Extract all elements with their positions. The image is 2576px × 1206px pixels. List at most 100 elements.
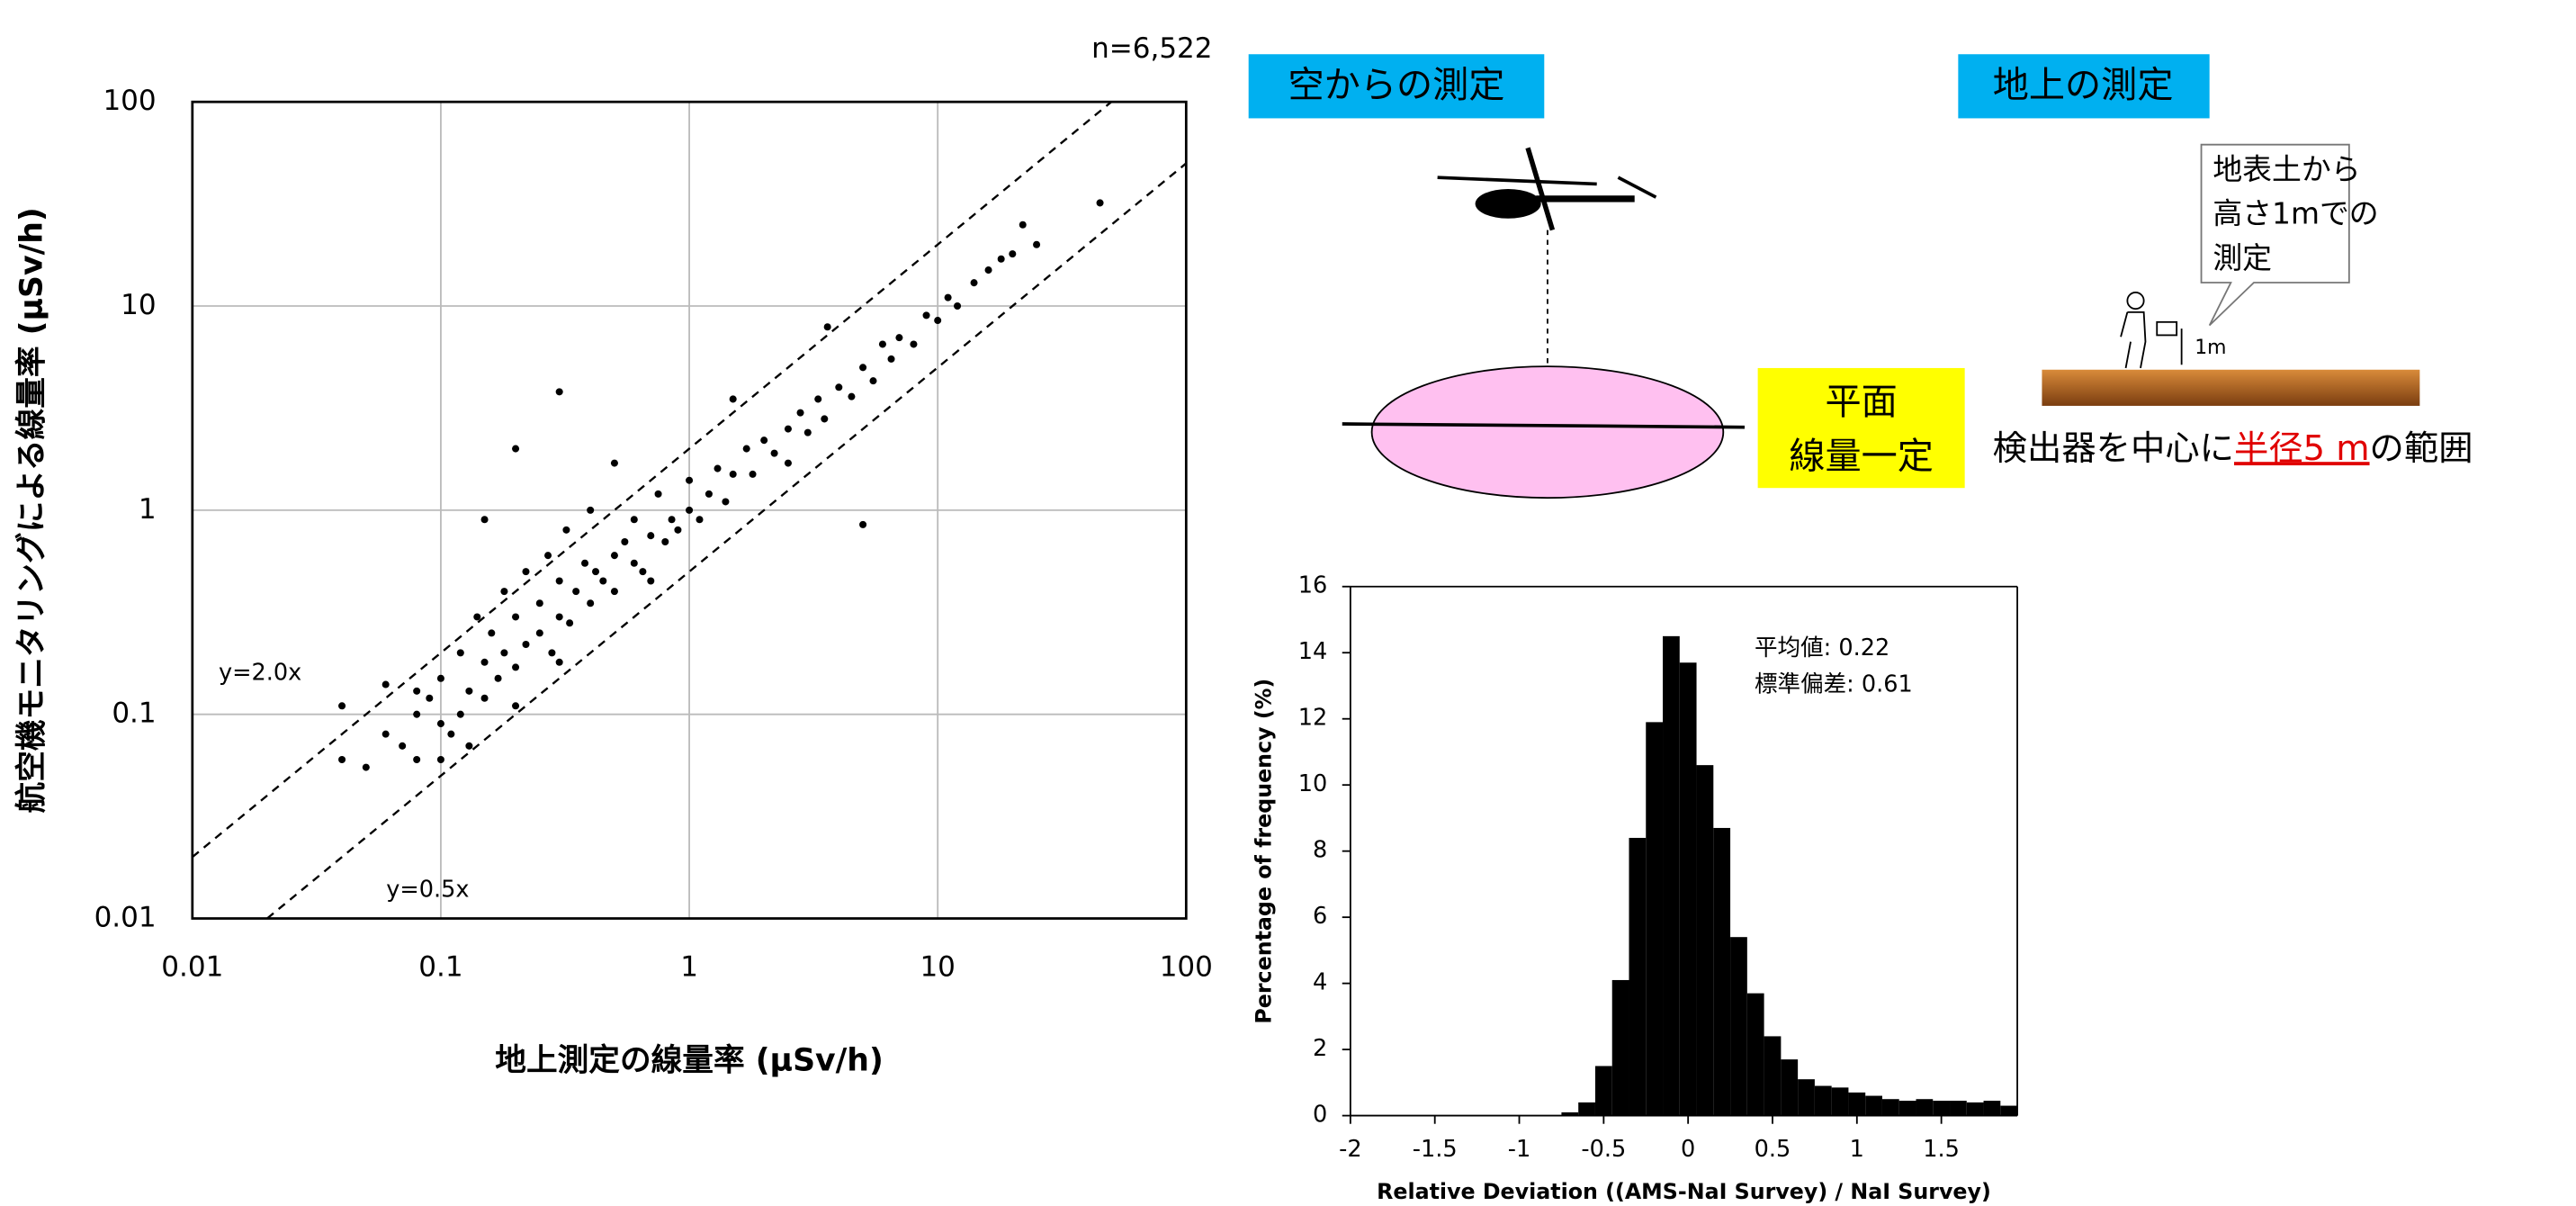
x-tick-label: -0.5: [1581, 1136, 1626, 1163]
bar: [1865, 1095, 1882, 1116]
point: [630, 559, 638, 567]
y-tick-label: 6: [1313, 903, 1327, 930]
bar: [1814, 1085, 1832, 1116]
annotation: 標準偏差: 0.61: [1755, 670, 1913, 698]
x-tick-label: 1: [1850, 1136, 1864, 1163]
point: [456, 649, 464, 657]
y-axis-title: 航空機モニタリングによる線量率 (μSv/h): [13, 207, 50, 813]
point: [823, 323, 831, 331]
point: [729, 395, 737, 403]
air-label-box: [1248, 54, 1545, 119]
x-tick-label: 0.1: [418, 950, 462, 983]
point: [572, 588, 580, 596]
x-axis-title: Relative Deviation ((AMS-NaI Survey) / N…: [1377, 1179, 1991, 1204]
y-axis-title: Percentage of frequency (%): [1251, 679, 1276, 1024]
point: [760, 436, 768, 445]
point: [512, 445, 520, 453]
point: [488, 629, 496, 637]
point: [535, 599, 543, 608]
reference-label: y=0.5x: [386, 876, 469, 903]
point: [654, 490, 662, 498]
callout: [2200, 143, 2350, 327]
ground-label-box: [1958, 54, 2210, 119]
point: [413, 687, 421, 695]
point: [480, 694, 489, 702]
point: [821, 415, 829, 423]
y-tick-label: 10: [1298, 770, 1328, 797]
point: [480, 516, 489, 524]
y-tick-label: 14: [1298, 638, 1328, 665]
bar: [1848, 1092, 1866, 1116]
point: [714, 464, 722, 472]
note-line: 線量一定: [1789, 436, 1934, 477]
x-tick-label: 0.5: [1755, 1136, 1791, 1163]
point: [859, 520, 867, 528]
point: [878, 340, 886, 348]
reference-line: [266, 162, 1188, 920]
bar: [1730, 937, 1747, 1116]
point: [599, 577, 607, 585]
point: [555, 658, 563, 666]
point: [500, 649, 508, 657]
point: [555, 577, 563, 585]
point: [399, 742, 407, 750]
point: [562, 526, 570, 534]
bar: [1578, 1102, 1595, 1116]
point: [770, 449, 778, 457]
bar: [1916, 1099, 1934, 1116]
bar: [1881, 1099, 1899, 1116]
point: [944, 293, 952, 302]
point: [436, 720, 444, 728]
x-tick-label: -2: [1339, 1136, 1361, 1163]
bar: [1561, 1112, 1579, 1116]
point: [674, 526, 682, 534]
point: [922, 311, 930, 320]
point: [696, 516, 704, 524]
point: [494, 674, 502, 682]
point: [587, 599, 595, 608]
y-tick-label: 0: [1313, 1102, 1327, 1129]
point: [512, 702, 520, 710]
annotation: 平均値: 0.22: [1755, 634, 1889, 662]
x-axis-title: 地上測定の線量率 (μSv/h): [495, 1042, 884, 1078]
x-tick-label: 1.5: [1923, 1136, 1960, 1163]
point: [413, 755, 421, 764]
point: [522, 640, 530, 649]
point: [639, 568, 647, 576]
soil: [2042, 369, 2420, 406]
point: [500, 588, 508, 596]
point: [436, 755, 444, 764]
y-tick-label: 12: [1298, 705, 1328, 732]
point: [581, 559, 589, 567]
point: [784, 425, 792, 433]
point: [566, 619, 574, 627]
point: [742, 445, 750, 453]
x-tick-label: 0.01: [161, 950, 223, 983]
point: [535, 629, 543, 637]
point: [1019, 220, 1027, 229]
point: [647, 532, 655, 540]
point: [859, 364, 867, 372]
sample-count: n=6,522: [1091, 32, 1212, 65]
point: [814, 395, 822, 403]
x-tick-label: -1.5: [1413, 1136, 1458, 1163]
point: [610, 459, 618, 467]
y-tick-label: 2: [1313, 1035, 1327, 1062]
callout-text: 地表土から: [2212, 151, 2360, 186]
callout-text: 高さ1mでの: [2212, 196, 2378, 231]
point: [722, 498, 730, 506]
point: [686, 476, 694, 484]
point: [447, 730, 455, 738]
y-tick-label: 0.01: [94, 902, 157, 934]
point: [796, 409, 804, 417]
point: [610, 552, 618, 560]
point: [381, 730, 390, 738]
bar: [1696, 765, 1714, 1116]
bar: [1933, 1101, 1951, 1116]
point: [887, 355, 895, 363]
x-tick-label: 0: [1681, 1136, 1695, 1163]
point: [954, 302, 962, 310]
point: [686, 506, 694, 514]
y-tick-label: 1: [139, 493, 157, 526]
x-tick-label: 10: [920, 950, 955, 983]
